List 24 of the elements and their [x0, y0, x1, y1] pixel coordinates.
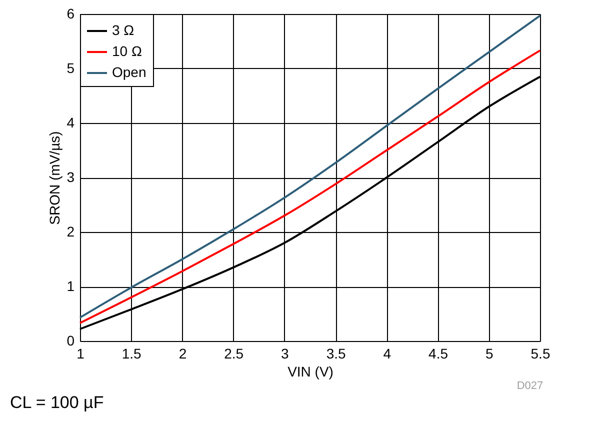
- y-axis-title: SRON (mV/µs): [46, 131, 63, 225]
- x-tick-label: 5: [485, 346, 494, 362]
- y-tick-label: 5: [66, 60, 75, 76]
- x-tick-label: 4: [383, 346, 392, 362]
- text: CL = 100 µF: [10, 393, 104, 412]
- x-tick-label: 4.5: [428, 346, 448, 362]
- x-tick-label: 5.5: [530, 346, 550, 362]
- y-tick-label: 3: [66, 169, 75, 185]
- y-tick-label: 4: [66, 114, 75, 130]
- y-tick-label: 1: [66, 278, 75, 294]
- x-tick-label: 3.5: [326, 346, 346, 362]
- legend-label: 3 Ω: [112, 22, 134, 38]
- legend-label: Open: [112, 64, 146, 80]
- x-tick-label: 2.5: [224, 346, 244, 362]
- x-axis-title: VIN (V): [288, 364, 334, 380]
- text: D027: [516, 380, 544, 392]
- x-tick-label: 3: [281, 346, 290, 362]
- x-tick-label: 2: [178, 346, 187, 362]
- y-tick-label: 0: [66, 332, 75, 348]
- y-tick-label: 6: [66, 6, 75, 22]
- x-tick-label: 1.5: [122, 346, 142, 362]
- legend-label: 10 Ω: [112, 43, 142, 59]
- x-tick-label: 1: [76, 346, 85, 362]
- y-tick-label: 2: [66, 224, 75, 240]
